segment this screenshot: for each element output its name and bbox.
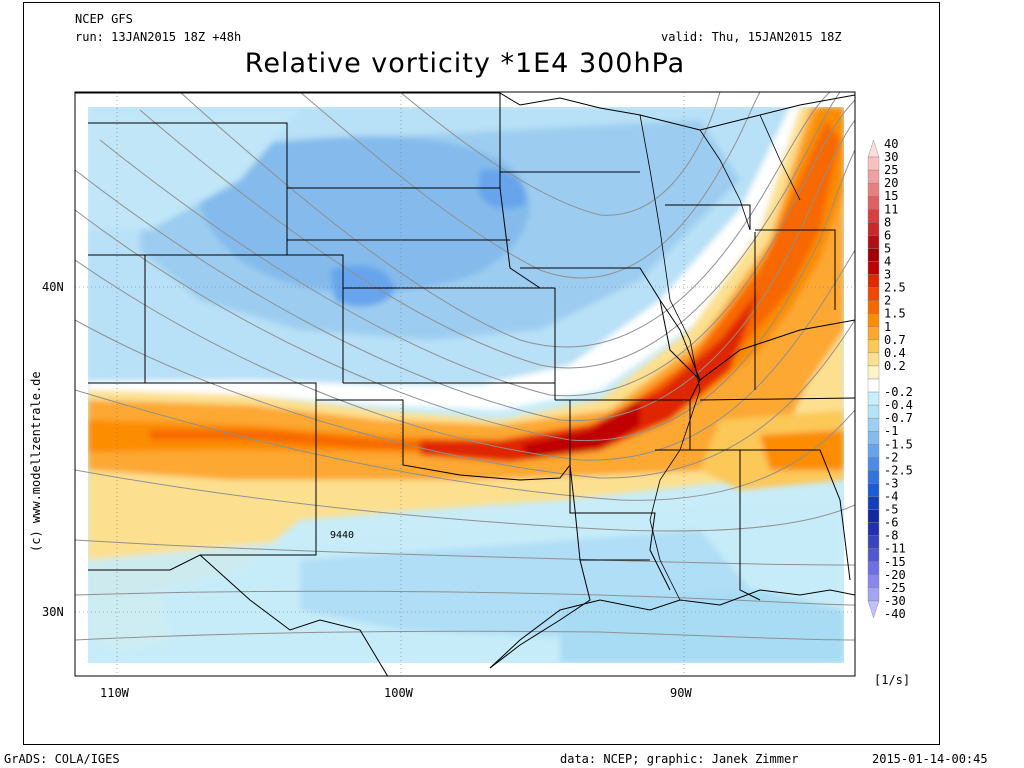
colorbar-swatch — [867, 274, 880, 288]
colorbar-level-label: 4 — [884, 255, 891, 269]
colorbar-level-label: 2 — [884, 294, 891, 308]
colorbar-swatch — [867, 248, 880, 262]
colorbar-level-label: 25 — [884, 163, 898, 177]
colorbar-swatch — [867, 417, 880, 432]
map-title: Relative vorticity *1E4 300hPa — [244, 48, 686, 79]
lon-label-110w: 110W — [100, 686, 129, 700]
colorbar-level-label: 0.2 — [884, 359, 906, 373]
model-label: NCEP GFS — [75, 12, 133, 26]
colorbar: 403025201511865432.521.510.70.40.2-0.2-0… — [867, 137, 913, 621]
colorbar-level-label: -20 — [884, 568, 906, 582]
colorbar-swatch — [867, 496, 880, 510]
colorbar-level-label: -30 — [884, 594, 906, 608]
colorbar-level-label: -2.5 — [884, 463, 913, 477]
footer-left: GrADS: COLA/IGES — [4, 752, 120, 766]
colorbar-swatch — [867, 535, 880, 549]
colorbar-swatch — [867, 287, 880, 301]
colorbar-level-label: 40 — [884, 137, 898, 151]
colorbar-level-label: -0.2 — [884, 385, 913, 399]
colorbar-level-label: -2 — [884, 450, 898, 464]
vorticity-field — [88, 107, 844, 663]
figure-frame — [23, 2, 940, 745]
colorbar-level-label: -40 — [884, 607, 906, 621]
colorbar-level-label: -4 — [884, 490, 898, 504]
colorbar-level-label: -25 — [884, 581, 906, 595]
footer-right: 2015-01-14-00:45 — [872, 752, 988, 766]
colorbar-level-label: 2.5 — [884, 281, 906, 295]
colorbar-level-label: -8 — [884, 529, 898, 543]
map-frame — [74, 91, 856, 677]
colorbar-swatch — [867, 587, 880, 602]
colorbar-level-label: 1.5 — [884, 307, 906, 321]
colorbar-swatch — [867, 561, 880, 576]
colorbar-swatch — [867, 300, 880, 314]
colorbar-swatch — [867, 457, 880, 471]
colorbar-swatch — [867, 261, 880, 275]
colorbar-level-label: 1 — [884, 320, 891, 334]
lon-label-100w: 100W — [384, 686, 413, 700]
lon-label-90w: 90W — [670, 686, 692, 700]
run-label: run: 13JAN2015 18Z +48h — [75, 30, 242, 44]
colorbar-swatch — [867, 235, 880, 249]
colorbar-swatch — [867, 600, 880, 619]
colorbar-level-label: 3 — [884, 268, 891, 282]
colorbar-swatch — [867, 339, 880, 354]
lat-label-30n: 30N — [42, 605, 64, 619]
colorbar-level-label: -0.7 — [884, 411, 913, 425]
colorbar-level-label: -6 — [884, 516, 898, 530]
colorbar-swatch — [867, 378, 880, 393]
colorbar-level-label: -0.4 — [884, 398, 913, 412]
colorbar-level-label: 8 — [884, 215, 891, 229]
colorbar-level-label: -11 — [884, 542, 906, 556]
colorbar-swatch — [867, 509, 880, 523]
colorbar-level-label: 11 — [884, 202, 898, 216]
colorbar-swatch — [867, 548, 880, 562]
colorbar-swatch — [867, 522, 880, 536]
colorbar-swatch — [867, 209, 880, 223]
colorbar-swatch — [867, 444, 880, 458]
valid-label: valid: Thu, 15JAN2015 18Z — [661, 30, 842, 44]
graticule — [75, 92, 855, 676]
colorbar-swatch — [867, 470, 880, 484]
lat-label-40n: 40N — [42, 280, 64, 294]
colorbar-swatch — [867, 391, 880, 406]
units-label: [1/s] — [874, 673, 911, 687]
colorbar-level-label: 30 — [884, 150, 898, 164]
colorbar-swatch — [867, 574, 880, 589]
colorbar-level-label: 15 — [884, 189, 898, 203]
height-contours — [75, 92, 855, 641]
colorbar-swatch — [867, 431, 880, 445]
colorbar-swatch — [867, 352, 880, 367]
political-borders — [75, 92, 855, 676]
colorbar-swatch — [867, 156, 880, 171]
colorbar-level-label: 5 — [884, 241, 891, 255]
colorbar-level-label: 0.4 — [884, 346, 906, 360]
contour-label: 9440 — [330, 530, 355, 541]
colorbar-swatch — [867, 196, 880, 210]
colorbar-level-label: 6 — [884, 228, 891, 242]
colorbar-swatch — [867, 326, 880, 341]
colorbar-swatch — [867, 182, 880, 197]
colorbar-swatch — [867, 169, 880, 184]
colorbar-level-label: -1 — [884, 424, 898, 438]
colorbar-level-label: -3 — [884, 476, 898, 490]
colorbar-level-label: -1.5 — [884, 437, 913, 451]
colorbar-level-label: -15 — [884, 555, 906, 569]
colorbar-swatch — [867, 313, 880, 327]
colorbar-swatch — [867, 365, 880, 380]
colorbar-swatch — [867, 222, 880, 236]
colorbar-level-label: -5 — [884, 503, 898, 517]
colorbar-level-label: 20 — [884, 176, 898, 190]
colorbar-swatch — [867, 483, 880, 497]
footer-center: data: NCEP; graphic: Janek Zimmer — [560, 752, 799, 766]
colorbar-level-label: 0.7 — [884, 333, 906, 347]
colorbar-swatch — [867, 139, 880, 158]
colorbar-swatch — [867, 404, 880, 419]
